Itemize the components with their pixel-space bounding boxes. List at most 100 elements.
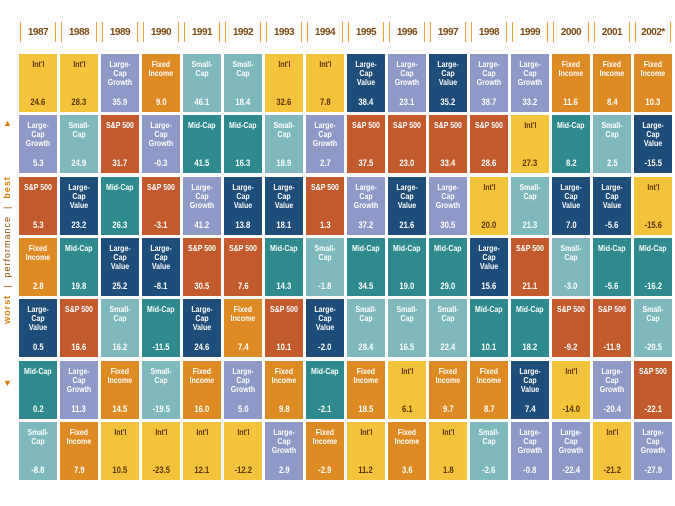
asset-class-label: S&P 500 xyxy=(516,242,544,253)
asset-class-label: Large-Cap Value xyxy=(478,242,500,271)
asset-class-label: Int'l xyxy=(195,426,209,437)
asset-class-label: Fixed Income xyxy=(394,426,420,446)
quilt-cell: Mid-Cap 19.8 xyxy=(59,236,99,297)
best-label: best xyxy=(2,176,12,199)
return-value: 5.0 xyxy=(237,403,249,414)
quilt-cell: Int'l -23.5 xyxy=(141,420,181,481)
quilt-cell: Small-Cap 24.9 xyxy=(59,114,99,175)
return-value: 30.5 xyxy=(194,280,210,291)
return-value: 18.4 xyxy=(235,97,251,107)
quilt-cell: Fixed Income 18.5 xyxy=(346,359,386,420)
quilt-cell: S&P 500 -9.2 xyxy=(551,298,591,359)
quilt-cell: Int'l -14.0 xyxy=(551,359,591,420)
asset-class-label: Fixed Income xyxy=(435,365,461,385)
asset-class-label: Small-Cap xyxy=(355,304,377,324)
quilt-cell: Small-Cap 46.1 xyxy=(182,53,222,113)
return-value: 16.6 xyxy=(71,342,87,353)
quilt-cell: Int'l 28.3 xyxy=(59,53,99,113)
asset-class-label: Small-Cap xyxy=(478,426,500,446)
quilt-cell: S&P 500 5.3 xyxy=(18,175,58,236)
return-value: 29.0 xyxy=(440,280,456,291)
quilt-cell: Int'l 10.5 xyxy=(100,420,140,481)
asset-class-label: Small-Cap xyxy=(437,304,459,324)
asset-class-label: Int'l xyxy=(31,59,45,69)
asset-class-label: Int'l xyxy=(318,59,332,69)
quilt-cell: S&P 500 23.0 xyxy=(387,114,427,175)
return-value: -2.0 xyxy=(318,342,332,353)
return-value: -12.2 xyxy=(234,464,252,475)
quilt-cell: Large-Cap Value 7.4 xyxy=(510,359,550,420)
asset-class-label: Large-Cap Value xyxy=(150,242,172,271)
return-value: 6.1 xyxy=(401,403,413,414)
asset-class-label: S&P 500 xyxy=(434,120,462,131)
year-header: 2002* xyxy=(635,22,671,42)
asset-class-label: Mid-Cap xyxy=(352,242,380,253)
quilt-cell: Small-Cap 28.4 xyxy=(346,298,386,359)
quilt-cell: Small-Cap -2.6 xyxy=(469,420,509,481)
asset-class-label: Fixed Income xyxy=(599,59,625,78)
quilt-cell: Mid-Cap 34.5 xyxy=(346,236,386,297)
return-value: 7.8 xyxy=(319,97,331,107)
quilt-cell: Small-Cap -3.0 xyxy=(551,236,591,297)
quilt-cell: Int'l -15.6 xyxy=(633,175,673,236)
return-value: 22.4 xyxy=(440,342,456,353)
asset-class-label: Large-Cap Value xyxy=(601,181,623,210)
quilt-cell: Mid-Cap 0.2 xyxy=(18,359,58,420)
return-value: -5.6 xyxy=(605,280,619,291)
return-value: 7.9 xyxy=(73,464,85,475)
asset-class-label: Small-Cap xyxy=(642,304,664,324)
quilt-cell: Mid-Cap 8.2 xyxy=(551,114,591,175)
return-value: 2.8 xyxy=(32,280,44,291)
return-value: 30.5 xyxy=(440,219,456,230)
asset-class-label: Large-Cap Value xyxy=(642,120,664,149)
quilt-cell: Int'l 7.8 xyxy=(305,53,345,113)
quilt-cell: Fixed Income 7.4 xyxy=(223,298,263,359)
return-value: 5.3 xyxy=(32,158,44,169)
quilt-cell: Small-Cap 18.9 xyxy=(264,114,304,175)
asset-class-label: S&P 500 xyxy=(270,304,298,315)
asset-class-label: Small-Cap xyxy=(109,304,131,324)
return-value: -3.0 xyxy=(564,280,578,291)
year-header: 1987 xyxy=(20,22,56,42)
asset-class-label: Large-Cap Value xyxy=(355,59,377,87)
quilt-cell: Large-Cap Value 24.6 xyxy=(182,298,222,359)
asset-class-label: Small-Cap xyxy=(273,120,295,140)
quilt-cell: Int'l -21.2 xyxy=(592,420,632,481)
return-value: 7.4 xyxy=(237,342,249,353)
year-header: 1996 xyxy=(389,22,425,42)
return-value: 14.5 xyxy=(112,403,128,414)
return-value: -15.5 xyxy=(644,158,662,169)
quilt-cell: Int'l 11.2 xyxy=(346,420,386,481)
year-header: 1988 xyxy=(61,22,97,42)
quilt-cell: Large-Cap Growth 35.9 xyxy=(100,53,140,113)
return-value: 34.5 xyxy=(358,280,374,291)
return-value: 37.2 xyxy=(358,219,374,230)
quilt-cell: S&P 500 21.1 xyxy=(510,236,550,297)
down-arrow-icon: ▼ xyxy=(3,378,12,388)
asset-class-label: Large-Cap Growth xyxy=(517,59,543,87)
asset-class-label: Large-Cap Growth xyxy=(312,120,338,149)
asset-class-label: Mid-Cap xyxy=(557,120,585,131)
asset-class-label: Large-Cap Growth xyxy=(66,365,92,394)
quilt-cell: Fixed Income 8.4 xyxy=(592,53,632,113)
return-value: -0.3 xyxy=(154,158,168,169)
quilt-cell: Mid-Cap -11.5 xyxy=(141,298,181,359)
return-value: -22.1 xyxy=(644,403,662,414)
year-header: 1992 xyxy=(225,22,261,42)
asset-class-label: S&P 500 xyxy=(65,304,93,315)
year-header: 2001 xyxy=(594,22,630,42)
quilt-cell: Small-Cap 22.4 xyxy=(428,298,468,359)
return-value: 21.1 xyxy=(522,280,538,291)
quilt-cell: Mid-Cap 14.3 xyxy=(264,236,304,297)
asset-class-label: Large-Cap Value xyxy=(109,242,131,271)
return-value: -21.2 xyxy=(603,464,621,475)
return-value: 0.2 xyxy=(32,403,44,414)
return-value: 18.5 xyxy=(358,403,374,414)
quilt-cell: Large-Cap Growth 33.2 xyxy=(510,53,550,113)
up-arrow-icon: ▲ xyxy=(3,118,12,128)
quilt-cell: Fixed Income 14.5 xyxy=(100,359,140,420)
return-value: 33.4 xyxy=(440,158,456,169)
asset-class-label: Int'l xyxy=(605,426,619,437)
quilt-cell: Large-Cap Value 38.4 xyxy=(346,53,386,113)
quilt-cell: Int'l 1.8 xyxy=(428,420,468,481)
